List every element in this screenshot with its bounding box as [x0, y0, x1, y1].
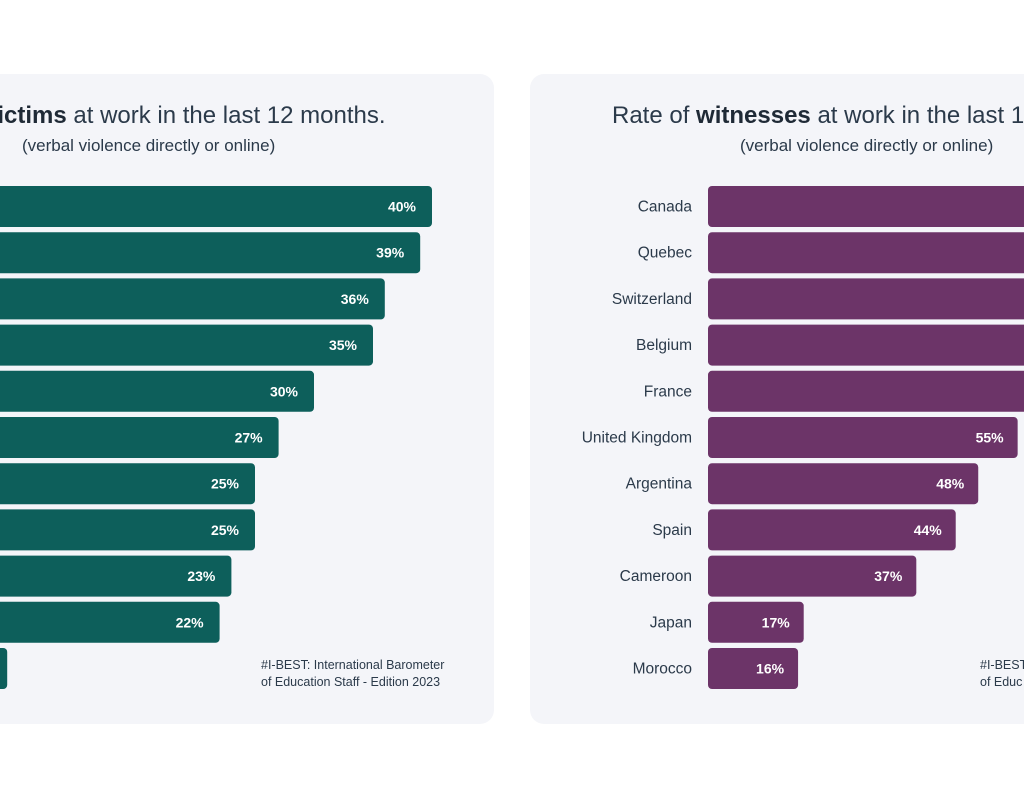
- witnesses-bar: [708, 509, 956, 551]
- witnesses-bar-chart: Canada Quebec Switzerland Belgium France Unit…: [582, 186, 1024, 689]
- witnesses-chart-title: Rate of witnesses at work in the last 1: [612, 102, 1024, 130]
- victims-bar: [0, 232, 421, 274]
- victims-bar-value-label: 30%: [270, 383, 299, 399]
- victims-bar-chart: 40%39%36%35%30%27%25%25%23%22%4%: [0, 186, 432, 689]
- witnesses-chart-subtitle: (verbal violence directly or online): [740, 136, 994, 155]
- witnesses-bar-value-label: 16%: [756, 661, 785, 677]
- victims-bar: [0, 601, 220, 643]
- witnesses-bar: [708, 555, 917, 597]
- witnesses-title-bold: witnesses: [696, 102, 811, 129]
- witnesses-category-label: Belgium: [636, 337, 692, 354]
- victims-bar: [0, 509, 255, 551]
- victims-bar-value-label: 25%: [211, 476, 240, 492]
- witnesses-category-label: Argentina: [626, 476, 693, 493]
- victims-chart-panel: victims at work in the last 12 months. (…: [0, 74, 494, 724]
- victims-bar: [0, 648, 8, 689]
- victims-bar: [0, 186, 432, 227]
- footnote-line-2: of Education Staff - Edition 2023: [261, 675, 441, 689]
- witnesses-category-label: France: [644, 383, 692, 400]
- witnesses-bar: [708, 648, 799, 689]
- victims-title-rest: at work in the last 12 months.: [66, 102, 386, 129]
- witnesses-category-label: Switzerland: [612, 291, 692, 308]
- witnesses-bar: [708, 370, 1024, 412]
- witnesses-bar: [708, 278, 1024, 320]
- witnesses-bar-value-label: 37%: [874, 568, 903, 584]
- victims-bar: [0, 417, 279, 458]
- victims-bar-value-label: 36%: [341, 291, 370, 307]
- witnesses-category-label: Canada: [638, 199, 693, 216]
- victims-bar-value-label: 25%: [211, 522, 240, 538]
- victims-bar-value-label: 27%: [235, 430, 264, 446]
- witnesses-bar: [708, 601, 804, 643]
- witnesses-title-prefix: Rate of: [612, 102, 697, 129]
- victims-title-bold: victims: [0, 102, 67, 129]
- victims-bar-value-label: 39%: [376, 245, 405, 261]
- witnesses-category-label: Quebec: [638, 245, 693, 262]
- witnesses-bar: [708, 463, 979, 505]
- victims-bar: [0, 324, 373, 366]
- witnesses-bar: [708, 324, 1024, 366]
- victims-source-footnote: #I-BEST: International Barometer of Educ…: [261, 657, 444, 691]
- witnesses-title-rest: at work in the last 1: [810, 102, 1024, 129]
- footnote-line-1: #I-BEST: [980, 658, 1024, 672]
- victims-bar-value-label: 23%: [187, 568, 216, 584]
- witnesses-bar-value-label: 55%: [976, 430, 1005, 446]
- victims-bar: [0, 278, 385, 320]
- witnesses-category-label: Spain: [652, 522, 692, 539]
- footnote-line-2: of Educ: [980, 675, 1023, 689]
- footnote-line-1: #I-BEST: International Barometer: [261, 658, 445, 672]
- witnesses-bar-value-label: 17%: [762, 614, 791, 630]
- witnesses-bar-value-label: 44%: [914, 522, 943, 538]
- victims-bar: [0, 370, 314, 412]
- victims-chart-title: victims at work in the last 12 months.: [0, 102, 386, 130]
- victims-bar-value-label: 35%: [329, 337, 358, 353]
- witnesses-bar: [708, 232, 1024, 274]
- victims-bar-value-label: 40%: [388, 199, 417, 215]
- victims-bar: [0, 555, 232, 597]
- witnesses-bar-value-label: 48%: [936, 476, 965, 492]
- witnesses-bar: [708, 186, 1024, 227]
- witnesses-category-label: United Kingdom: [582, 430, 692, 447]
- witnesses-source-footnote: #I-BEST of Educ: [980, 657, 1024, 691]
- witnesses-category-label: Japan: [650, 614, 692, 631]
- victims-chart-subtitle: (verbal violence directly or online): [22, 136, 276, 155]
- victims-bar-value-label: 22%: [176, 614, 205, 630]
- witnesses-category-label: Morocco: [633, 661, 692, 678]
- victims-bar: [0, 463, 255, 505]
- witnesses-chart-panel: Rate of witnesses at work in the last 1 …: [530, 74, 1024, 724]
- witnesses-category-label: Cameroon: [620, 568, 692, 585]
- witnesses-bar: [708, 417, 1018, 458]
